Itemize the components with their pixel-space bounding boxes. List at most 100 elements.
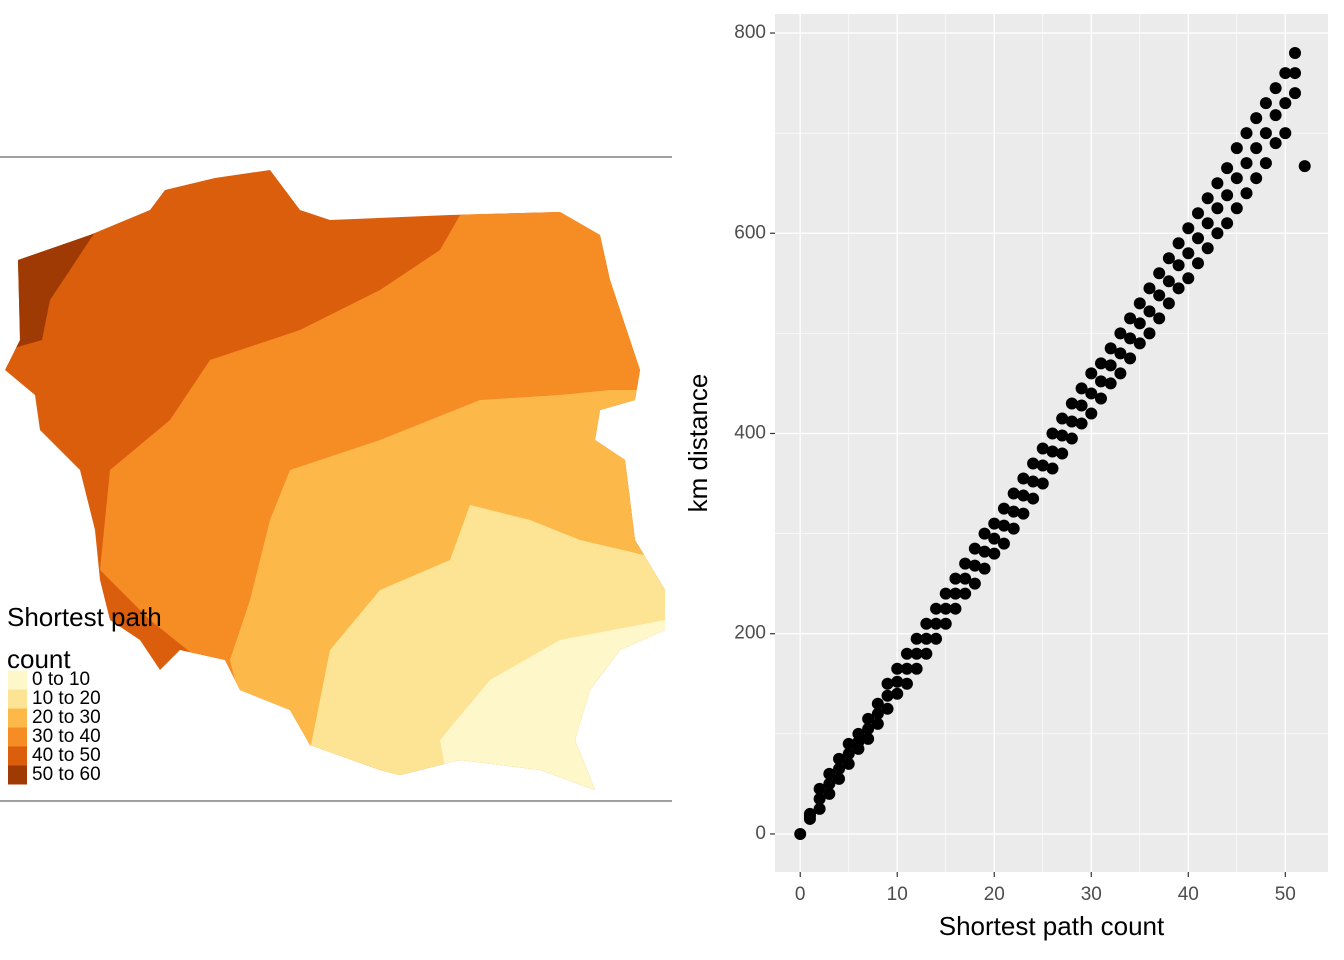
y-tick-label: 400 xyxy=(734,423,766,444)
point xyxy=(1075,417,1088,430)
map xyxy=(5,170,665,790)
point xyxy=(1133,317,1146,330)
point xyxy=(1221,217,1234,230)
legend-swatch xyxy=(8,670,27,690)
y-tick-label: 0 xyxy=(755,823,766,844)
point xyxy=(803,807,816,820)
point xyxy=(1075,382,1088,395)
point xyxy=(891,675,904,688)
point xyxy=(813,792,826,805)
legend-swatch xyxy=(8,765,27,785)
point xyxy=(959,572,972,585)
point xyxy=(1085,367,1098,380)
point xyxy=(978,527,991,540)
point xyxy=(900,677,913,690)
point xyxy=(1250,172,1263,185)
point xyxy=(1094,357,1107,370)
point xyxy=(1201,217,1214,230)
point xyxy=(1065,415,1078,428)
point xyxy=(959,587,972,600)
point xyxy=(1211,177,1224,190)
point xyxy=(900,662,913,675)
point xyxy=(881,677,894,690)
point xyxy=(1114,347,1127,360)
point xyxy=(1036,442,1049,455)
point xyxy=(1240,187,1253,200)
map-region xyxy=(5,232,95,352)
legend-swatch xyxy=(8,708,27,728)
x-axis-title: Shortest path count xyxy=(939,911,1165,941)
point xyxy=(1017,507,1030,520)
scatter-plot: 0 10 20 30 40 50 0 200 400 600 800 Shortest path co… xyxy=(683,14,1328,941)
point xyxy=(930,617,943,630)
point xyxy=(1153,312,1166,325)
point xyxy=(833,752,846,765)
point xyxy=(1046,462,1059,475)
point xyxy=(823,767,836,780)
legend-item: 50 to 60 xyxy=(32,764,101,785)
point xyxy=(871,697,884,710)
legend-item: 0 to 10 xyxy=(32,669,90,690)
point xyxy=(1143,327,1156,340)
point xyxy=(1230,142,1243,155)
point xyxy=(1124,312,1137,325)
point xyxy=(1007,505,1020,518)
point xyxy=(1104,342,1117,355)
point xyxy=(1240,127,1253,140)
point xyxy=(1017,472,1030,485)
point xyxy=(988,547,1001,560)
point xyxy=(881,689,894,702)
point xyxy=(1269,137,1282,150)
point xyxy=(1279,67,1292,80)
point xyxy=(1056,412,1069,425)
point xyxy=(949,602,962,615)
point xyxy=(891,662,904,675)
point xyxy=(891,687,904,700)
legend-swatch xyxy=(8,689,27,709)
point xyxy=(1172,259,1185,272)
point xyxy=(1124,332,1137,345)
point xyxy=(1094,375,1107,388)
point xyxy=(1182,272,1195,285)
point xyxy=(930,632,943,645)
point xyxy=(1240,157,1253,170)
point xyxy=(1114,327,1127,340)
point xyxy=(794,827,807,840)
point xyxy=(1065,397,1078,410)
point xyxy=(968,542,981,555)
point xyxy=(1036,477,1049,490)
point xyxy=(1211,202,1224,215)
point xyxy=(823,777,836,790)
point xyxy=(862,732,875,745)
point xyxy=(1017,489,1030,502)
point xyxy=(1289,67,1302,80)
point xyxy=(900,647,913,660)
point xyxy=(1279,127,1292,140)
point xyxy=(1153,267,1166,280)
point xyxy=(1065,432,1078,445)
point xyxy=(1172,282,1185,295)
point xyxy=(1182,247,1195,260)
point xyxy=(968,577,981,590)
point xyxy=(1046,445,1059,458)
point xyxy=(1182,222,1195,235)
point xyxy=(871,707,884,720)
point xyxy=(939,602,952,615)
point xyxy=(1162,275,1175,288)
point xyxy=(920,632,933,645)
point xyxy=(1027,492,1040,505)
point xyxy=(949,587,962,600)
point xyxy=(1046,427,1059,440)
point xyxy=(862,722,875,735)
point xyxy=(1230,202,1243,215)
point xyxy=(930,602,943,615)
point xyxy=(1201,192,1214,205)
point xyxy=(997,502,1010,515)
point xyxy=(949,572,962,585)
point xyxy=(1259,157,1272,170)
point xyxy=(1143,282,1156,295)
point xyxy=(1007,522,1020,535)
point xyxy=(1027,457,1040,470)
